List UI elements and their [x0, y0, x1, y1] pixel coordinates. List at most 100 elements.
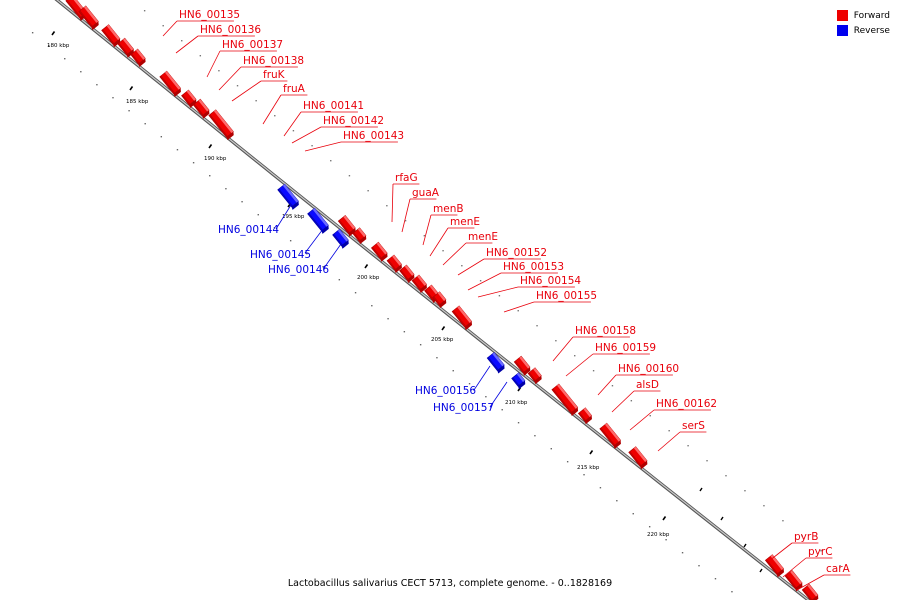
- gene-label-leader: [457, 258, 485, 276]
- gene-label: menE: [468, 231, 498, 243]
- gene-feature-alsD: [577, 407, 593, 425]
- scale-tick-label: 220 kbp: [647, 532, 670, 538]
- minor-tick-dot: [423, 235, 426, 237]
- minor-tick-dot: [176, 149, 179, 151]
- gene-label: HN6_00138: [243, 55, 304, 67]
- minor-tick-dot: [273, 227, 276, 229]
- gene-label-leader: [467, 272, 502, 291]
- minor-tick-dot: [648, 526, 651, 528]
- scale-tick-mark: [720, 516, 724, 521]
- gene-feature-carA: [801, 583, 819, 600]
- scale-tick-mark: [129, 86, 134, 91]
- gene-label: serS: [682, 420, 705, 432]
- minor-tick-dot: [574, 355, 576, 357]
- minor-tick-dot: [255, 100, 257, 102]
- minor-tick-dot: [668, 430, 670, 432]
- minor-tick-dot: [367, 190, 369, 192]
- gene-label-leader: [796, 574, 825, 591]
- gene-label: HN6_00154: [520, 275, 581, 287]
- minor-tick-dot: [501, 409, 503, 411]
- gene-label: rfaG: [395, 172, 418, 184]
- gene-feature-HN6_00154: [432, 291, 447, 309]
- gene-label: HN6_00153: [503, 261, 564, 273]
- gene-feature-HN6_00136: [78, 5, 99, 31]
- gene-label-leader: [231, 80, 262, 102]
- minor-tick-dot: [236, 85, 239, 87]
- minor-tick-dot: [322, 266, 324, 268]
- scale-tick-mark: [589, 450, 594, 455]
- gene-label: HN6_00135: [179, 9, 240, 21]
- gene-label-leader: [489, 381, 508, 408]
- gene-label-leader: [162, 20, 178, 37]
- gene-feature-guaA: [352, 227, 367, 245]
- gene-label: HN6_00141: [303, 100, 364, 112]
- legend: Forward Reverse: [836, 8, 890, 38]
- minor-tick-dot: [555, 340, 557, 342]
- minor-tick-dot: [330, 160, 332, 162]
- gene-label: HN6_00144: [218, 224, 279, 236]
- scale-tick-mark: [364, 264, 369, 269]
- gene-label: HN6_00157: [433, 402, 494, 414]
- scale-tick-label: 190 kbp: [204, 156, 227, 162]
- minor-tick-dot: [566, 461, 569, 463]
- minor-tick-dot: [289, 240, 292, 242]
- gene-label: carA: [826, 563, 851, 575]
- minor-tick-dot: [292, 130, 295, 132]
- gene-feature-pyrB: [764, 554, 785, 578]
- reverse-swatch: [836, 25, 848, 36]
- minor-tick-dot: [468, 383, 471, 385]
- scale-tick-label: 205 kbp: [431, 337, 454, 343]
- minor-tick-dot: [517, 310, 519, 312]
- minor-tick-dot: [517, 422, 520, 424]
- minor-tick-dot: [64, 58, 66, 60]
- minor-tick-dot: [31, 32, 34, 34]
- gene-label-leader: [391, 183, 394, 223]
- gene-label-leader: [304, 141, 342, 152]
- legend-label-reverse: Reverse: [853, 25, 890, 36]
- gene-label-leader: [218, 66, 242, 91]
- minor-tick-dot: [419, 344, 422, 346]
- gene-label-leader: [768, 542, 793, 562]
- gene-feature-HN6_00145: [307, 207, 329, 234]
- gene-label-leader: [304, 228, 324, 254]
- minor-tick-dot: [714, 578, 717, 580]
- minor-tick-dot: [550, 448, 552, 450]
- minor-tick-dot: [649, 415, 651, 417]
- minor-tick-dot: [225, 188, 227, 190]
- gene-label-leader: [611, 390, 635, 413]
- minor-tick-dot: [485, 396, 487, 398]
- gene-feature-fruA: [159, 70, 182, 97]
- gene-label-leader: [206, 50, 221, 78]
- minor-tick-dot: [241, 201, 243, 203]
- minor-tick-dot: [404, 220, 407, 222]
- minor-tick-dot: [371, 305, 373, 307]
- gene-feature-menE: [386, 254, 402, 273]
- minor-tick-dot: [706, 460, 708, 462]
- minor-tick-dot: [498, 295, 501, 297]
- gene-label: HN6_00146: [268, 264, 329, 276]
- scale-tick-label: 215 kbp: [577, 465, 600, 471]
- scale-tick-mark: [51, 31, 56, 36]
- minor-tick-dot: [782, 520, 784, 522]
- gene-label: fruA: [283, 83, 306, 95]
- gene-label: pyrB: [794, 531, 818, 543]
- minor-tick-dot: [162, 25, 164, 27]
- minor-tick-dot: [143, 10, 146, 12]
- gene-labels: HN6_00135 HN6_00136 HN6_00137 HN6_00138 fruK…: [162, 9, 851, 591]
- minor-tick-dot: [763, 505, 765, 507]
- gene-label: fruK: [263, 69, 286, 81]
- gene-feature-HN6_00138: [117, 37, 135, 58]
- gene-label-leader: [291, 126, 322, 144]
- gene-feature-HN6_00152: [411, 274, 427, 293]
- gene-feature-HN6_00155: [451, 305, 473, 331]
- minor-tick-dot: [479, 280, 482, 282]
- gene-label: HN6_00162: [656, 398, 717, 410]
- minor-tick-dot: [47, 45, 50, 47]
- minor-tick-dot: [744, 490, 746, 492]
- gene-label: alsD: [636, 379, 659, 391]
- scale-tick-label: 185 kbp: [126, 99, 149, 105]
- gene-label: HN6_00142: [323, 115, 384, 127]
- scale-tick-label: 195 kbp: [282, 214, 305, 220]
- minor-tick-dot: [632, 513, 634, 515]
- tick-dots: [31, 10, 841, 593]
